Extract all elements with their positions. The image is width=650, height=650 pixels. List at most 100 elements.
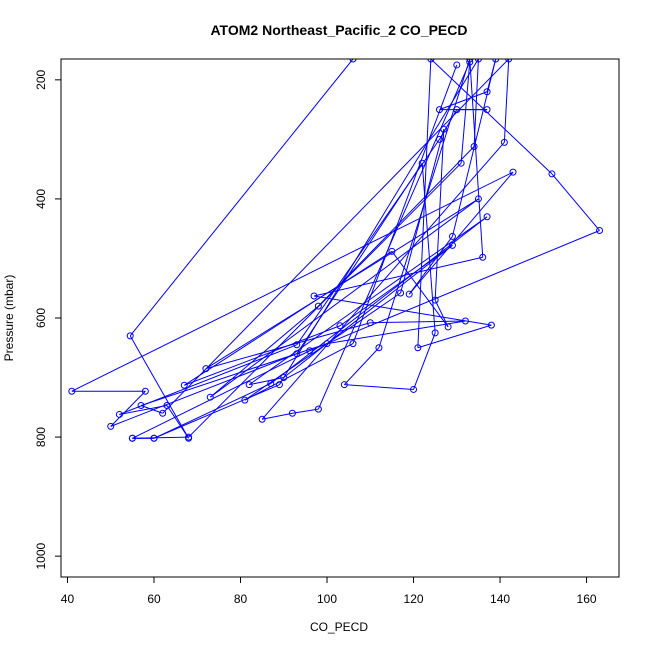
data-point [323,340,331,348]
series-segment [344,384,414,390]
data-point [440,125,448,133]
x-axis-label: CO_PECD [310,620,368,634]
data-point [466,59,474,66]
series-segment [132,350,310,439]
data-point [431,296,439,304]
data-point [466,59,474,63]
series-segment [270,216,488,384]
data-point [206,393,214,401]
series-segment [503,59,510,143]
series-segment [110,390,146,427]
series-segment [188,162,462,438]
series-segment [110,353,297,427]
x-tick-label: 160 [577,592,597,606]
data-point [128,434,136,442]
data-point [366,319,374,327]
data-point [137,402,145,410]
series-segment [184,250,393,386]
data-point [163,402,171,410]
data-point [159,409,167,417]
data-point [375,344,383,352]
data-point [405,290,413,298]
data-point [483,106,491,114]
data-point [448,232,456,240]
series-segment [249,377,284,386]
data-point [453,106,461,114]
series-segment [317,61,471,410]
data-point [306,347,314,355]
data-point [453,61,461,69]
data-point [115,410,123,418]
data-point [314,405,322,413]
series-segment [140,405,163,414]
data-point [414,344,422,352]
series-segment [430,59,553,175]
data-point [293,350,301,358]
data-point [388,247,396,255]
series-segment [339,244,453,327]
points-layer [68,59,604,442]
series-segment [434,129,445,301]
data-point [474,59,482,63]
y-tick-label: 600 [34,308,48,328]
x-tick-label: 120 [404,592,424,606]
data-point [275,381,283,389]
data-point [410,385,418,393]
data-point [596,226,604,234]
series-segment [153,383,272,439]
series-segment [129,59,354,337]
data-point [483,213,491,221]
data-point [150,434,158,442]
x-tick-label: 40 [61,592,75,606]
series-segment [473,59,479,147]
data-point [470,143,478,151]
data-point [479,253,487,261]
y-tick-label: 800 [34,427,48,447]
data-point [141,387,149,395]
series-segment [391,251,449,328]
series-segment [184,325,341,386]
series-segment [244,343,354,401]
series-segment [292,408,319,414]
data-point [487,321,495,329]
x-tick-label: 100 [317,592,337,606]
data-point [349,59,357,63]
data-point [288,409,296,417]
data-point [444,323,452,331]
series-segment [413,332,436,390]
data-point [202,365,210,373]
series-segment [166,405,190,439]
data-point [180,381,188,389]
chart-title: ATOM2 Northeast_Pacific_2 CO_PECD [210,22,467,38]
data-point [474,195,482,203]
series-segment [153,384,280,439]
series-segment [244,292,401,401]
data-point [435,106,443,114]
data-point [280,374,288,382]
series-segment [313,256,483,297]
x-tick-label: 80 [234,592,248,606]
data-point [492,59,500,63]
x-tick-label: 60 [147,592,161,606]
series-segment [370,320,466,324]
series-segment [343,347,380,386]
data-point [500,138,508,146]
data-point [293,341,301,349]
data-point [431,329,439,337]
series-segment [209,305,319,398]
data-point [548,170,556,178]
series-segment [551,173,600,231]
data-point [448,241,456,249]
series-segment [469,59,484,258]
y-tick-label: 400 [34,189,48,209]
series-segment [262,412,293,420]
data-point [336,322,344,330]
data-point [258,415,266,423]
data-point [461,317,469,325]
y-axis: 200 400 600 800 1000 [34,70,62,570]
data-point [457,159,465,167]
series-segment [261,142,505,420]
series-segment [209,198,479,398]
